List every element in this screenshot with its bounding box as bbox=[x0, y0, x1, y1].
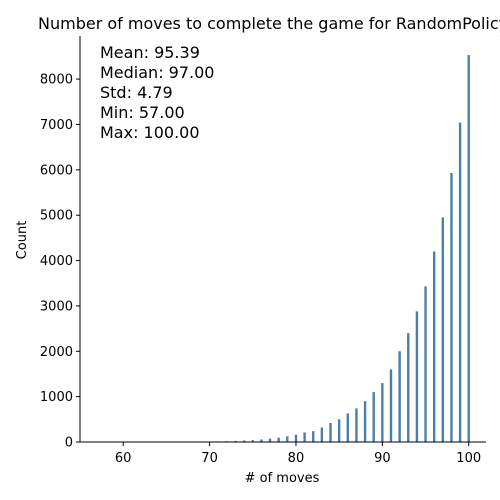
stat-max: Max: 100.00 bbox=[100, 123, 200, 142]
histogram-bar bbox=[381, 383, 384, 442]
histogram-bar bbox=[242, 440, 246, 442]
x-axis-ticks: 60 70 80 90 100 bbox=[115, 442, 481, 466]
histogram-bar bbox=[320, 427, 324, 442]
histogram-bar bbox=[286, 436, 289, 442]
stat-median: Median: 97.00 bbox=[100, 63, 214, 82]
histogram-bar bbox=[260, 439, 263, 442]
x-tick-label: 60 bbox=[115, 451, 132, 466]
y-tick-label: 1000 bbox=[40, 390, 73, 405]
histogram-bar bbox=[355, 408, 358, 442]
y-tick-label: 0 bbox=[65, 436, 73, 451]
histogram-bar bbox=[312, 431, 315, 442]
histogram-bar bbox=[337, 419, 341, 442]
histogram-bar bbox=[424, 286, 427, 442]
histogram-bar bbox=[467, 55, 470, 443]
histogram-bar bbox=[277, 437, 280, 442]
histogram-bar bbox=[458, 122, 462, 442]
histogram-bar bbox=[441, 217, 445, 442]
x-tick-label: 100 bbox=[456, 451, 481, 466]
histogram-bar bbox=[251, 440, 254, 442]
x-tick-label: 90 bbox=[374, 451, 391, 466]
histogram-bar bbox=[398, 351, 401, 442]
histogram-bar bbox=[372, 392, 375, 442]
chart-title: Number of moves to complete the game for… bbox=[38, 14, 500, 33]
histogram-bar bbox=[268, 438, 272, 442]
y-axis-ticks: 0 1000 2000 3000 4000 5000 6000 7000 8000 bbox=[40, 73, 80, 451]
bars-group bbox=[96, 55, 470, 443]
stat-min: Min: 57.00 bbox=[100, 103, 185, 122]
histogram-bar bbox=[329, 422, 332, 442]
y-tick-label: 5000 bbox=[40, 209, 73, 224]
histogram-bar bbox=[234, 440, 237, 442]
y-tick-label: 2000 bbox=[40, 345, 73, 360]
histogram-bar bbox=[294, 434, 298, 442]
stat-mean: Mean: 95.39 bbox=[100, 43, 200, 62]
x-tick-label: 70 bbox=[201, 451, 218, 466]
histogram-bar bbox=[389, 369, 393, 442]
y-tick-label: 3000 bbox=[40, 299, 73, 314]
stat-std: Std: 4.79 bbox=[100, 83, 173, 102]
histogram-bar bbox=[346, 413, 349, 442]
histogram-bar bbox=[415, 311, 419, 442]
histogram-bar bbox=[432, 251, 436, 442]
histogram-bar bbox=[450, 173, 453, 442]
histogram-bar bbox=[363, 401, 367, 442]
x-axis-label: # of moves bbox=[245, 471, 320, 486]
x-tick-label: 80 bbox=[288, 451, 305, 466]
y-axis-label: Count bbox=[15, 221, 30, 260]
histogram-bar bbox=[303, 432, 306, 442]
histogram-bar bbox=[407, 333, 410, 442]
y-tick-label: 6000 bbox=[40, 163, 73, 178]
y-tick-label: 4000 bbox=[40, 254, 73, 269]
y-tick-label: 7000 bbox=[40, 118, 73, 133]
y-tick-label: 8000 bbox=[40, 73, 73, 88]
